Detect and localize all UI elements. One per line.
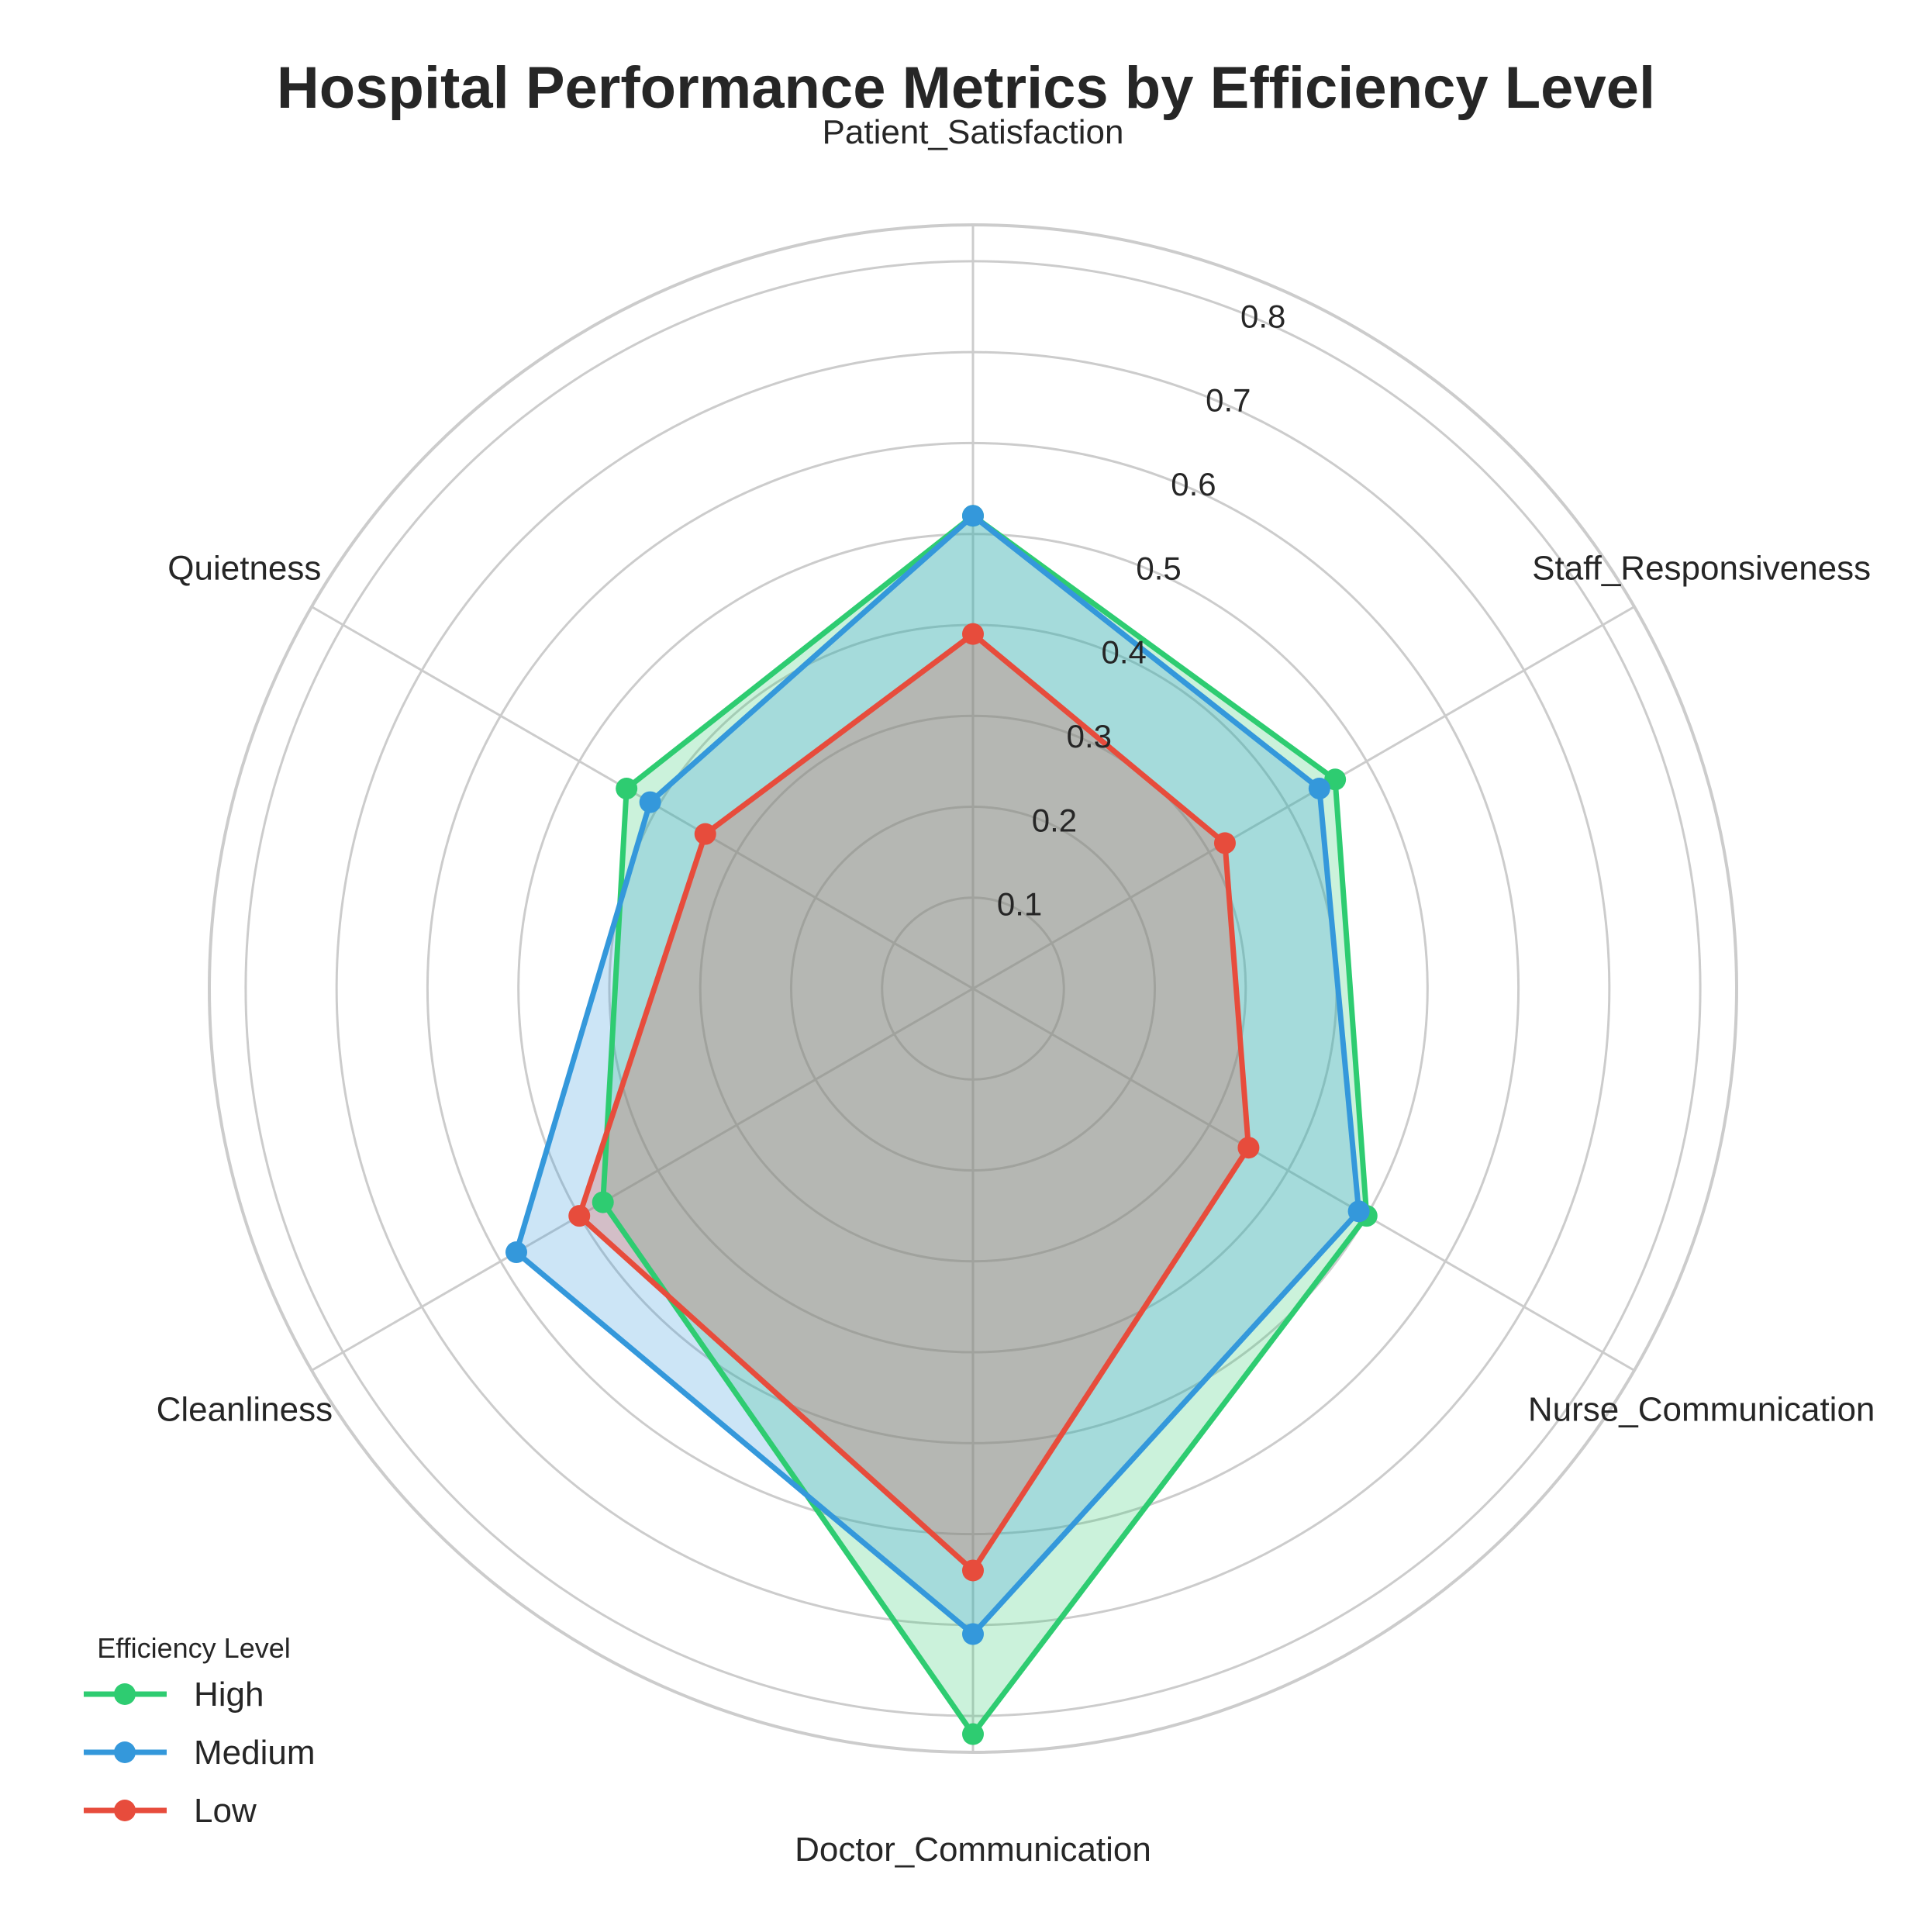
axis-label-quietness: Quietness bbox=[167, 550, 321, 588]
legend-marker-high bbox=[114, 1683, 136, 1705]
point-low-patient_satisfaction bbox=[962, 623, 984, 645]
tick-label-0.2: 0.2 bbox=[1032, 802, 1077, 838]
tick-label-0.3: 0.3 bbox=[1067, 718, 1112, 754]
spoke-staff_responsiveness bbox=[972, 606, 1635, 990]
spoke-nurse_communication bbox=[972, 987, 1635, 1372]
legend-label-high: High bbox=[194, 1676, 264, 1714]
legend: Efficiency Level High Medium Low bbox=[84, 1632, 316, 1830]
point-high-cleanliness bbox=[592, 1191, 614, 1213]
series-fill-medium bbox=[516, 516, 1359, 1634]
point-medium-quietness bbox=[639, 791, 661, 813]
point-medium-patient_satisfaction bbox=[962, 505, 984, 527]
point-high-staff_responsiveness bbox=[1324, 768, 1347, 791]
point-medium-staff_responsiveness bbox=[1308, 778, 1330, 800]
point-high-doctor_communication bbox=[962, 1723, 984, 1745]
point-low-cleanliness bbox=[568, 1205, 591, 1227]
legend-marker-medium bbox=[114, 1741, 136, 1763]
series-fill-high bbox=[602, 516, 1367, 1734]
tick-label-0.6: 0.6 bbox=[1171, 466, 1216, 502]
tick-label-0.5: 0.5 bbox=[1136, 550, 1181, 586]
point-low-staff_responsiveness bbox=[1213, 832, 1236, 854]
axis-label-patient_satisfaction: Patient_Satisfaction bbox=[823, 113, 1124, 151]
point-medium-nurse_communication bbox=[1347, 1200, 1370, 1223]
point-medium-cleanliness bbox=[505, 1241, 527, 1264]
point-medium-doctor_communication bbox=[962, 1623, 984, 1645]
radial-tick-labels: 0.1 0.2 0.3 0.4 0.5 0.6 0.7 0.8 bbox=[997, 298, 1286, 922]
series-fills bbox=[516, 516, 1367, 1734]
chart-title: Hospital Performance Metrics by Efficien… bbox=[276, 55, 1656, 121]
tick-label-0.7: 0.7 bbox=[1206, 382, 1251, 419]
tick-label-0.8: 0.8 bbox=[1240, 298, 1285, 334]
tick-label-0.1: 0.1 bbox=[997, 886, 1042, 923]
series-fill-low bbox=[579, 633, 1249, 1571]
series-lines bbox=[505, 505, 1378, 1745]
point-low-doctor_communication bbox=[962, 1559, 984, 1582]
legend-title: Efficiency Level bbox=[97, 1632, 290, 1664]
axis-label-doctor_communication: Doctor_Communication bbox=[795, 1831, 1151, 1869]
radar-grid bbox=[208, 223, 1738, 1754]
spoke-cleanliness bbox=[311, 987, 974, 1372]
point-high-quietness bbox=[616, 778, 638, 800]
tick-label-0.4: 0.4 bbox=[1101, 634, 1146, 671]
axis-labels: Patient_Satisfaction Staff_Responsiveness… bbox=[157, 113, 1875, 1869]
legend-label-medium: Medium bbox=[194, 1734, 316, 1772]
axis-label-cleanliness: Cleanliness bbox=[157, 1391, 333, 1429]
axis-label-staff_responsiveness: Staff_Responsiveness bbox=[1532, 550, 1871, 588]
point-low-quietness bbox=[694, 823, 716, 845]
legend-label-low: Low bbox=[194, 1792, 257, 1830]
axis-label-nurse_communication: Nurse_Communication bbox=[1528, 1391, 1875, 1429]
legend-marker-low bbox=[114, 1800, 136, 1821]
point-low-nurse_communication bbox=[1237, 1137, 1260, 1159]
